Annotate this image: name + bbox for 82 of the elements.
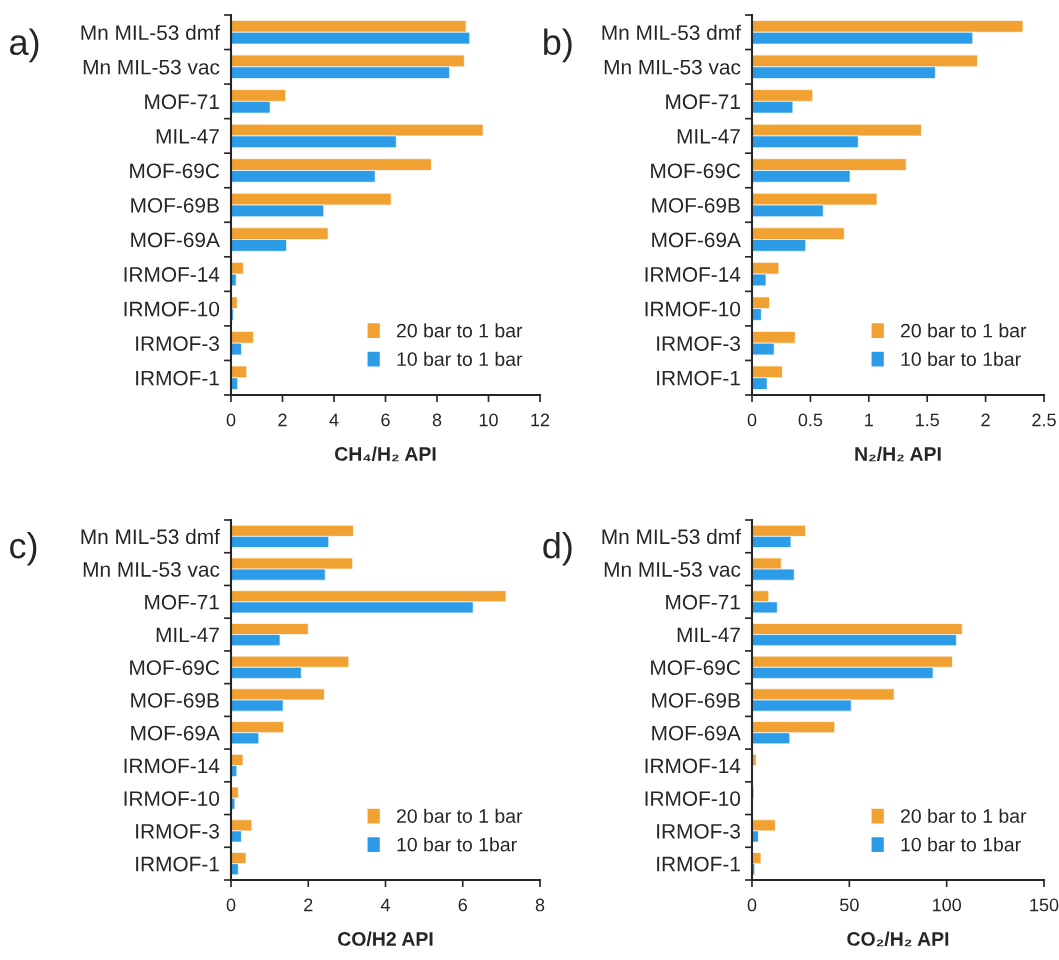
y-tick-label: IRMOF-14	[645, 267, 741, 282]
x-tick-label: 1.5	[916, 413, 939, 427]
y-tick-label: MIL-47	[677, 129, 740, 144]
legend-label: 10 bar to 1bar	[901, 837, 1021, 852]
y-tick-label: IRMOF-14	[124, 267, 220, 282]
x-tick-label: 2	[278, 413, 287, 427]
y-tick-label: Mn MIL-53 dmf	[602, 528, 741, 545]
x-tick-label: 2.5	[1032, 413, 1056, 427]
y-tick-label: MOF-69C	[651, 660, 741, 676]
y-tick-label: IRMOF-1	[136, 856, 219, 872]
x-tick-label: 8	[432, 413, 442, 427]
y-tick-label: MOF-71	[666, 94, 740, 110]
x-tick-label: 150	[1030, 898, 1059, 912]
legend-label: 20 bar to 1 bar	[901, 323, 1027, 338]
x-tick-label: 10	[479, 413, 498, 427]
x-axis-title: CO/H2 API	[338, 931, 433, 947]
y-tick-label: MOF-69A	[652, 232, 741, 248]
x-tick-label: 4	[380, 898, 390, 912]
y-tick-label: MOF-71	[145, 594, 219, 610]
y-tick-label: MOF-71	[145, 94, 219, 110]
y-tick-label: MOF-69A	[131, 725, 220, 741]
y-tick-label: IRMOF-10	[645, 791, 741, 806]
y-tick-label: MOF-69B	[131, 693, 219, 708]
y-tick-label: IRMOF-10	[645, 301, 741, 317]
y-tick-label: Mn MIL-53 vac	[83, 59, 220, 75]
x-tick-label: 6	[458, 898, 467, 912]
x-axis-title: N₂/H₂ API	[855, 446, 941, 462]
legend-label: 20 bar to 1 bar	[901, 808, 1027, 823]
x-tick-label: 0	[226, 898, 236, 912]
x-tick-label: 0.5	[798, 413, 823, 427]
x-tick-label: 8	[535, 898, 545, 912]
y-tick-label: IRMOF-10	[124, 791, 220, 806]
y-tick-label: Mn MIL-53 vac	[83, 562, 220, 577]
y-tick-label: Mn MIL-53 vac	[604, 562, 741, 577]
x-tick-label: 50	[840, 898, 859, 912]
y-tick-label: IRMOF-3	[136, 336, 219, 351]
y-tick-label: IRMOF-14	[124, 758, 220, 774]
y-tick-label: Mn MIL-53 vac	[604, 59, 741, 75]
y-tick-label: MOF-69B	[652, 693, 740, 708]
x-tick-label: 4	[329, 413, 339, 427]
y-tick-label: IRMOF-1	[657, 370, 740, 386]
y-tick-label: Mn MIL-53 dmf	[602, 24, 741, 41]
x-tick-label: 6	[381, 413, 390, 427]
x-tick-label: 100	[932, 898, 962, 912]
x-axis-title: CH₄/H₂ API	[335, 446, 436, 462]
x-tick-label: 0	[747, 898, 757, 912]
x-tick-label: 2	[981, 413, 990, 427]
legend-label: 10 bar to 1bar	[901, 351, 1021, 367]
x-tick-label: 0	[747, 413, 757, 427]
y-tick-label: IRMOF-3	[657, 823, 740, 839]
legend-label: 20 bar to 1 bar	[397, 808, 523, 823]
chart-title: c)	[10, 531, 37, 566]
legend-label: 20 bar to 1 bar	[397, 323, 523, 338]
y-tick-label: IRMOF-14	[645, 758, 741, 774]
y-tick-label: MOF-71	[666, 594, 740, 610]
y-tick-label: MOF-69C	[130, 163, 220, 179]
y-tick-label: IRMOF-3	[657, 336, 740, 351]
legend-label: 10 bar to 1 bar	[397, 351, 523, 367]
chart-title: d)	[543, 531, 572, 566]
y-tick-label: IRMOF-10	[124, 301, 220, 317]
chart-title: a)	[10, 28, 39, 63]
y-tick-label: IRMOF-3	[136, 823, 219, 839]
y-tick-label: MOF-69C	[651, 163, 741, 179]
y-tick-label: MOF-69A	[131, 232, 220, 248]
y-tick-label: MOF-69A	[652, 725, 741, 741]
x-tick-label: 12	[531, 413, 550, 427]
chart-title: b)	[544, 28, 572, 63]
legend-label: 10 bar to 1bar	[397, 837, 517, 852]
y-tick-label: MIL-47	[156, 627, 219, 643]
y-tick-label: MOF-69B	[652, 198, 740, 213]
x-tick-label: 0	[226, 413, 236, 427]
x-tick-label: 1	[865, 413, 873, 427]
x-axis-title: CO₂/H₂ API	[847, 931, 949, 947]
y-tick-label: IRMOF-1	[657, 856, 740, 872]
x-tick-label: 2	[304, 898, 313, 912]
y-tick-label: Mn MIL-53 dmf	[81, 528, 220, 545]
y-tick-label: MOF-69C	[130, 660, 220, 676]
y-tick-label: IRMOF-1	[136, 370, 219, 386]
y-tick-label: MIL-47	[677, 627, 740, 643]
y-tick-label: MOF-69B	[131, 198, 219, 213]
y-tick-label: Mn MIL-53 dmf	[81, 24, 220, 41]
y-tick-label: MIL-47	[156, 129, 219, 144]
